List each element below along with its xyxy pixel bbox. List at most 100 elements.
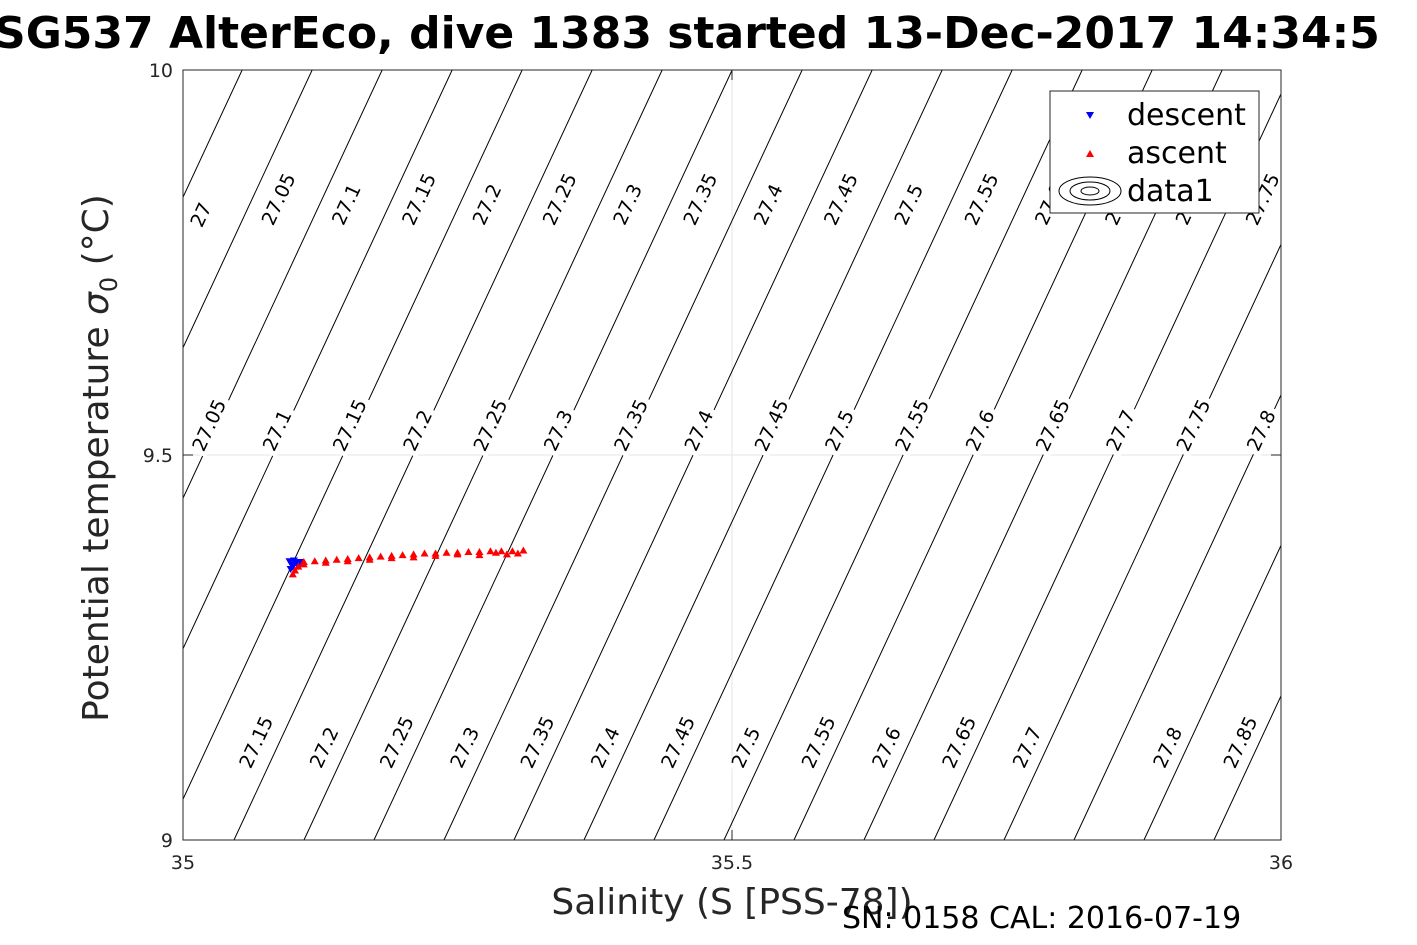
isopycnal-label-bg bbox=[189, 394, 232, 458]
y-tick-label: 9 bbox=[161, 830, 173, 852]
isopycnal-label-bg bbox=[962, 404, 1001, 458]
y-axis-label: Potential temperature σ0 (°C) bbox=[76, 194, 126, 722]
isopycnal-label-bg bbox=[330, 394, 373, 458]
isopycnal-label-bg bbox=[470, 394, 513, 458]
ascent-point bbox=[376, 552, 385, 560]
y-axis-label-suffix: (°C) bbox=[76, 194, 117, 265]
isopycnal-line bbox=[1284, 70, 1417, 840]
x-axis-label: Salinity (S [PSS-78]) bbox=[551, 882, 912, 923]
isopycnal-label-bg bbox=[587, 721, 626, 775]
ascent-point bbox=[475, 551, 484, 559]
isopycnal-label-bg bbox=[658, 711, 701, 775]
isopycnal-line bbox=[0, 70, 32, 840]
isopycnal-label-bg bbox=[750, 178, 789, 232]
ascent-point bbox=[354, 554, 363, 562]
grid-lines bbox=[183, 70, 1281, 840]
isopycnal-label-bg bbox=[611, 394, 654, 458]
isopycnal-label-bg bbox=[751, 394, 795, 458]
ascent-point bbox=[343, 557, 352, 565]
footer-serial-calibration: SN: 0158 CAL: 2016-07-19 bbox=[842, 901, 1241, 936]
legend-data1-contour-icon bbox=[1058, 176, 1122, 206]
ascent-point bbox=[508, 547, 517, 555]
y-axis-label-prefix: Potential temperature bbox=[76, 326, 117, 721]
isopycnal-label-bg bbox=[891, 178, 929, 232]
ascent-point bbox=[420, 549, 429, 557]
isopycnal-line bbox=[1354, 70, 1417, 840]
isopycnal-label-bg bbox=[539, 168, 583, 232]
ascent-point bbox=[332, 555, 341, 563]
ascent-point bbox=[519, 546, 528, 554]
x-tick-label: 36 bbox=[1269, 852, 1293, 874]
isopycnal-label-bg bbox=[680, 168, 723, 232]
isopycnal-label-bg bbox=[1033, 394, 1076, 458]
isopycnal-label-bg bbox=[517, 711, 560, 775]
isopycnal-label-bg bbox=[681, 404, 720, 458]
ascent-point bbox=[486, 547, 495, 555]
data-points bbox=[285, 546, 528, 578]
legend-ascent-marker bbox=[1086, 150, 1094, 157]
isopycnal-label-bg bbox=[258, 168, 302, 232]
isopycnal-label-bg bbox=[869, 721, 907, 775]
isopycnal-line bbox=[723, 70, 1083, 840]
x-tick-label: 35.5 bbox=[711, 852, 753, 874]
ascent-point bbox=[453, 550, 462, 558]
y-axis-label-symbol: σ bbox=[76, 291, 117, 315]
isopycnal-label-bg bbox=[188, 199, 217, 232]
isopycnal-label-bg bbox=[540, 404, 579, 458]
y-tick-label: 10 bbox=[149, 60, 173, 82]
isopycnal-line bbox=[1143, 544, 1281, 840]
isopycnal-line bbox=[1213, 694, 1281, 840]
legend-data1-label: data1 bbox=[1127, 174, 1214, 209]
isopycnal-label-bg bbox=[259, 404, 298, 458]
ascent-point bbox=[409, 553, 418, 561]
isopycnal-label: 27.8 bbox=[1149, 721, 1188, 775]
y-axis-label-subscript: 0 bbox=[95, 277, 123, 292]
isopycnal-label-bg bbox=[610, 178, 648, 232]
ascent-point bbox=[387, 554, 396, 562]
isopycnal-label-bg bbox=[399, 168, 442, 232]
y-tick-label: 9.5 bbox=[143, 445, 173, 467]
legend-box bbox=[1049, 90, 1260, 214]
legend: descent ascent data1 bbox=[1049, 90, 1260, 214]
isopycnal-line bbox=[653, 70, 1013, 840]
ascent-point bbox=[398, 551, 407, 559]
ascent-point bbox=[299, 560, 308, 568]
isopycnal-label-bg bbox=[447, 721, 485, 775]
ascent-point bbox=[310, 557, 319, 565]
isopycnal-label-bg bbox=[1150, 721, 1188, 775]
ascent-point bbox=[464, 548, 473, 556]
isopycnal-label-bg bbox=[306, 721, 345, 775]
isopycnal-label-bg bbox=[329, 178, 367, 232]
isopycnal-label-bg bbox=[400, 404, 438, 458]
isopycnal-label-bg bbox=[469, 178, 508, 232]
isopycnal-line bbox=[1003, 243, 1281, 840]
isopycnal-line bbox=[183, 70, 313, 349]
ascent-point bbox=[513, 549, 522, 557]
ascent-point bbox=[497, 547, 506, 555]
isopycnal-label-bg bbox=[892, 394, 935, 458]
ascent-point bbox=[288, 570, 297, 578]
axis-ticks: 35 35.5 36 9 9.5 10 bbox=[143, 60, 1293, 874]
isopycnal-label-bg bbox=[1173, 394, 1216, 458]
isopycnal-label-bg bbox=[822, 404, 860, 458]
ascent-point bbox=[442, 548, 451, 556]
isopycnal-label-bg bbox=[1243, 404, 1282, 458]
isopycnal-label-bg bbox=[1103, 404, 1141, 458]
ascent-point bbox=[294, 562, 303, 570]
x-tick-label: 35 bbox=[171, 852, 195, 874]
isopycnal-label-bg bbox=[1009, 721, 1048, 775]
legend-descent-marker bbox=[1086, 112, 1094, 119]
isopycnal-label-bg bbox=[961, 168, 1005, 232]
isopycnal-label-bg bbox=[939, 711, 982, 775]
chart-title: SG537 AlterEco, dive 1383 started 13-Dec… bbox=[0, 8, 1380, 59]
ascent-point bbox=[491, 548, 500, 556]
ascent-point bbox=[502, 550, 511, 558]
isopycnal-label-bg bbox=[798, 711, 842, 775]
isopycnal-label-bg bbox=[821, 168, 864, 232]
isopycnal-label-bg bbox=[728, 721, 767, 775]
ascent-point bbox=[365, 555, 374, 563]
isopycnal-label-bg bbox=[377, 711, 420, 775]
isopycnal-label-bg bbox=[236, 711, 279, 775]
ascent-point bbox=[431, 551, 440, 559]
